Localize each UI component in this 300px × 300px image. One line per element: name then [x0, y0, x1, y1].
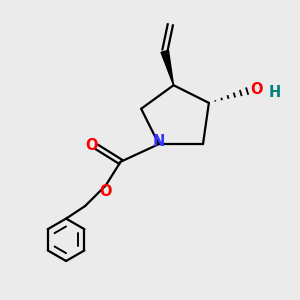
Polygon shape	[161, 50, 174, 85]
Text: O: O	[85, 138, 98, 153]
Text: O: O	[251, 82, 263, 97]
Text: N: N	[153, 134, 165, 149]
Text: H: H	[268, 85, 280, 100]
Text: O: O	[99, 184, 112, 199]
